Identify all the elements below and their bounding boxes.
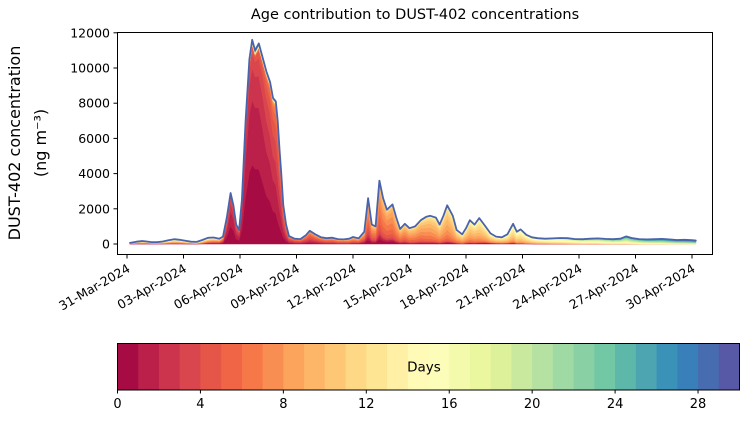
colorbar-segment-0 — [117, 343, 139, 390]
colorbar-tick-label: 12 — [358, 397, 375, 412]
colorbar-segment-1 — [138, 343, 160, 390]
age-band-24-days — [129, 40, 697, 244]
colorbar-segment-17 — [469, 343, 492, 390]
plot-border — [117, 32, 713, 255]
colorbar-border — [117, 343, 740, 391]
age-band-22-days — [129, 41, 697, 244]
colorbar-label: Days — [407, 360, 441, 376]
colorbar-segment-21 — [552, 343, 575, 390]
colorbar-segment-10 — [324, 343, 347, 390]
y-tick-label: 6000 — [78, 131, 110, 146]
colorbar-segment-9 — [304, 343, 326, 390]
y-tick-label: 10000 — [70, 61, 110, 76]
y-axis-label-line1: DUST-402 concentration — [5, 46, 24, 241]
colorbar-segment-2 — [158, 343, 181, 390]
x-axis: 31-Mar-202403-Apr-202406-Apr-202409-Apr-… — [56, 255, 698, 313]
total-line — [129, 38, 697, 244]
age-band-2-days — [129, 67, 696, 245]
colorbar-tick-label: 4 — [196, 397, 204, 412]
colorbar-tick-label: 8 — [279, 397, 287, 412]
colorbar-segment-29 — [718, 343, 740, 390]
colorbar-segment-5 — [221, 343, 243, 390]
age-band-19-days — [129, 41, 697, 244]
age-band-7-days — [129, 44, 696, 245]
colorbar-segment-27 — [677, 343, 699, 390]
colorbar-segment-3 — [179, 343, 201, 390]
y-tick-label: 0 — [102, 237, 110, 252]
colorbar-segment-24 — [615, 343, 637, 390]
colorbar-segment-20 — [532, 343, 554, 390]
colorbar-segment-7 — [262, 343, 284, 390]
colorbar-tick-label: 0 — [113, 397, 121, 412]
colorbar-segment-8 — [283, 343, 305, 390]
colorbar-tick-label: 24 — [607, 397, 624, 412]
age-band-12-days — [129, 43, 696, 245]
y-axis: 0 2000 4000 6000 8000 10000 12000 — [70, 25, 117, 252]
age-band-21-days — [129, 41, 697, 244]
age-band-26-days — [129, 40, 697, 244]
colorbar-segment-15 — [428, 343, 450, 390]
age-band-29-days — [129, 39, 697, 244]
age-band-18-days — [129, 42, 697, 244]
chart-title: Age contribution to DUST-402 concentrati… — [251, 7, 579, 23]
colorbar-tick-label: 16 — [441, 397, 458, 412]
age-band-6-days — [129, 44, 696, 245]
age-band-3-days — [129, 51, 696, 245]
y-tick-label: 8000 — [78, 96, 110, 111]
age-band-14-days — [129, 42, 697, 245]
colorbar-axis: 0 4 8 12 16 20 24 28 — [113, 390, 706, 412]
colorbar-segment-12 — [366, 343, 388, 390]
age-band-11-days — [129, 43, 696, 245]
age-band-17-days — [129, 42, 697, 244]
age-band-16-days — [129, 42, 697, 245]
y-tick-label: 12000 — [70, 25, 110, 40]
y-axis-label-line2: (ng m⁻³) — [31, 109, 50, 177]
colorbar-segment-25 — [635, 343, 658, 390]
age-band-9-days — [129, 43, 696, 245]
colorbar-segment-11 — [345, 343, 367, 390]
colorbar-segment-19 — [511, 343, 533, 390]
age-band-4-days — [129, 46, 697, 245]
stacked-age-area — [129, 39, 697, 245]
age-band-13-days — [129, 43, 697, 245]
age-band-20-days — [129, 41, 697, 244]
colorbar-segment-26 — [656, 343, 678, 390]
age-band-5-days — [129, 44, 696, 245]
y-tick-label: 4000 — [78, 166, 110, 181]
colorbar-segment-13 — [387, 343, 409, 390]
age-band-15-days — [129, 42, 696, 244]
colorbar-segment-28 — [698, 343, 720, 390]
colorbar-segment-6 — [241, 343, 264, 390]
colorbar-tick-label: 28 — [690, 397, 707, 412]
colorbar — [117, 343, 740, 390]
age-band-23-days — [129, 41, 697, 244]
y-tick-label: 2000 — [78, 201, 110, 216]
total-concentration-line — [129, 38, 697, 244]
age-band-28-days — [129, 39, 697, 244]
colorbar-segment-16 — [449, 343, 471, 390]
colorbar-segment-14 — [407, 343, 429, 390]
age-band-10-days — [129, 43, 696, 245]
age-band-8-days — [129, 44, 696, 245]
colorbar-segment-4 — [200, 343, 222, 390]
colorbar-tick-label: 20 — [524, 397, 541, 412]
age-band-27-days — [129, 40, 697, 244]
colorbar-segment-22 — [573, 343, 595, 390]
age-band-1-days — [129, 99, 696, 245]
age-band-25-days — [129, 40, 697, 244]
colorbar-segment-18 — [490, 343, 512, 390]
colorbar-segment-23 — [594, 343, 616, 390]
